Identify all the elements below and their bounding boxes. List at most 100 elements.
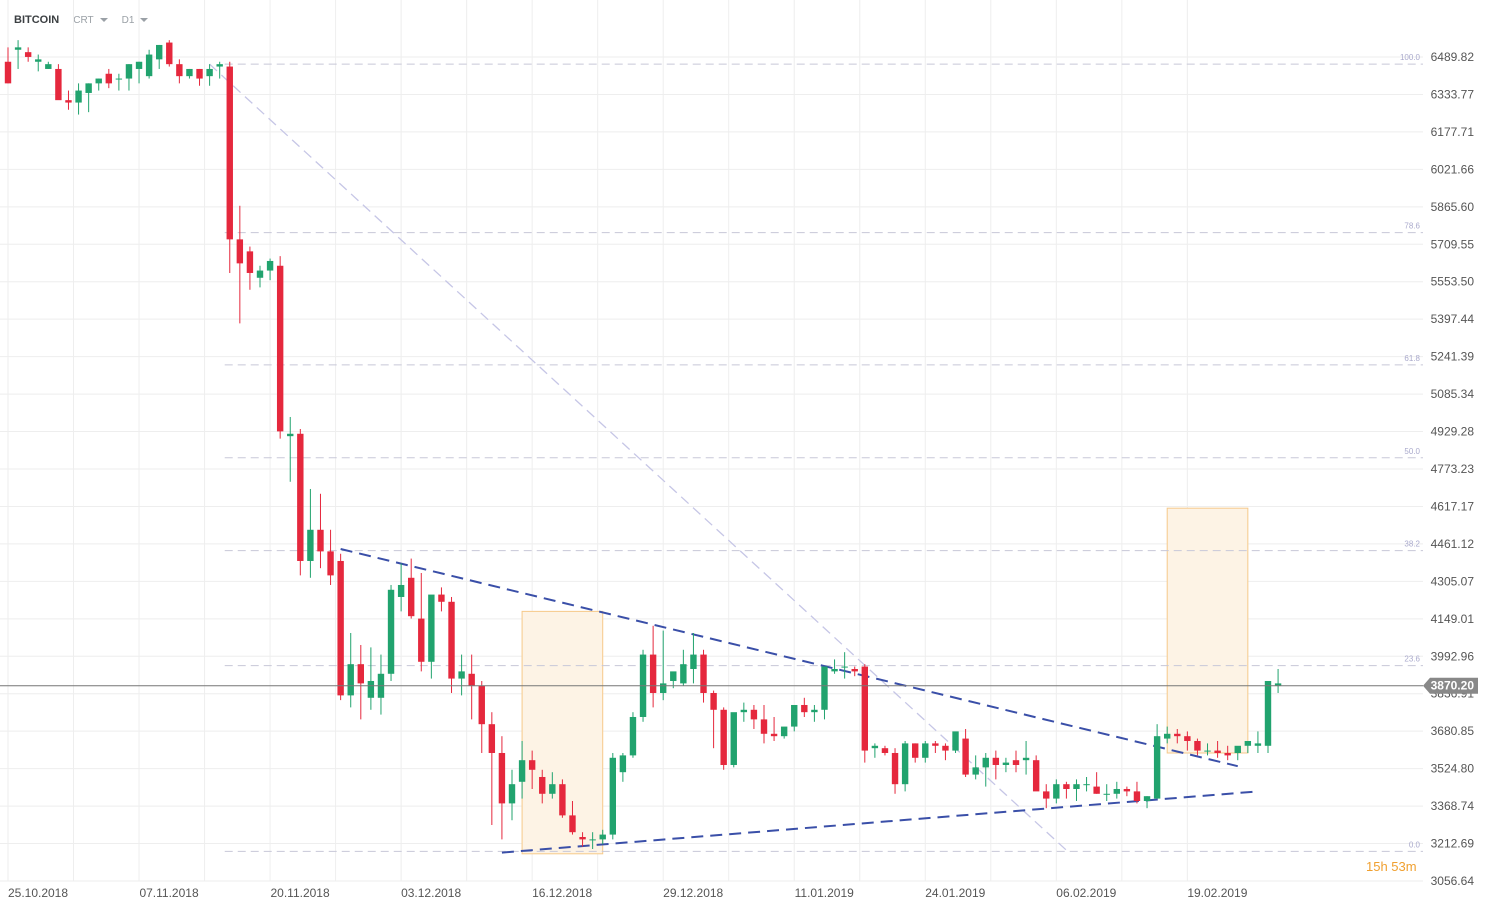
candle[interactable]	[186, 68, 193, 79]
candle[interactable]	[458, 654, 465, 696]
candle[interactable]	[65, 90, 72, 110]
candle[interactable]	[1274, 668, 1282, 693]
candle[interactable]	[1032, 755, 1040, 792]
candle[interactable]	[1264, 680, 1272, 753]
candle[interactable]	[337, 553, 344, 701]
candle[interactable]	[418, 572, 425, 672]
candle[interactable]	[881, 745, 889, 756]
candle[interactable]	[700, 649, 707, 703]
candle[interactable]	[962, 728, 969, 777]
candle[interactable]	[1123, 786, 1131, 797]
candle[interactable]	[851, 666, 858, 677]
candle[interactable]	[912, 743, 919, 763]
candle[interactable]	[317, 493, 324, 569]
candle[interactable]	[740, 702, 748, 722]
candle[interactable]	[891, 748, 899, 794]
candle[interactable]	[156, 44, 163, 69]
candle[interactable]	[1002, 757, 1010, 773]
candle[interactable]	[660, 630, 667, 701]
candle[interactable]	[1103, 784, 1110, 801]
candle[interactable]	[1224, 745, 1231, 761]
candle[interactable]	[327, 529, 334, 585]
candle[interactable]	[871, 743, 879, 758]
candle[interactable]	[45, 61, 52, 69]
candle[interactable]	[1244, 740, 1252, 753]
candle[interactable]	[428, 594, 435, 679]
candle[interactable]	[266, 258, 274, 281]
candle[interactable]	[1043, 784, 1050, 809]
candle[interactable]	[307, 488, 314, 578]
candle[interactable]	[831, 659, 838, 674]
candle[interactable]	[1174, 728, 1181, 744]
candle[interactable]	[1083, 776, 1090, 792]
candle[interactable]	[256, 265, 264, 288]
candle[interactable]	[236, 205, 244, 324]
candle[interactable]	[982, 752, 989, 787]
candle[interactable]	[287, 416, 294, 482]
candle[interactable]	[1113, 781, 1120, 799]
candle[interactable]	[1093, 772, 1100, 794]
candle[interactable]	[95, 78, 102, 91]
support-trendline[interactable]	[501, 790, 1259, 854]
candle[interactable]	[1153, 724, 1161, 799]
candle[interactable]	[680, 649, 687, 686]
candle[interactable]	[135, 61, 143, 84]
candle[interactable]	[972, 755, 979, 780]
candle[interactable]	[539, 769, 546, 804]
candle[interactable]	[397, 563, 405, 612]
candle[interactable]	[4, 47, 12, 84]
candle[interactable]	[811, 704, 818, 722]
candle[interactable]	[125, 64, 133, 91]
candle[interactable]	[599, 829, 606, 845]
candle[interactable]	[559, 779, 566, 818]
candle[interactable]	[750, 704, 758, 729]
candle[interactable]	[1184, 731, 1191, 751]
candle[interactable]	[589, 832, 596, 849]
candle[interactable]	[357, 644, 364, 720]
candle[interactable]	[75, 83, 82, 115]
candle[interactable]	[609, 752, 616, 840]
candle[interactable]	[770, 716, 778, 741]
candle[interactable]	[468, 654, 475, 720]
candle[interactable]	[1234, 745, 1241, 761]
candle[interactable]	[206, 64, 213, 86]
candle[interactable]	[841, 652, 848, 679]
candle[interactable]	[579, 832, 586, 847]
candle[interactable]	[1194, 738, 1201, 756]
candle[interactable]	[216, 61, 223, 79]
candle[interactable]	[176, 59, 183, 84]
candle[interactable]	[791, 704, 798, 732]
candle[interactable]	[549, 772, 556, 799]
candle[interactable]	[932, 740, 939, 753]
candle[interactable]	[105, 68, 112, 89]
candle[interactable]	[922, 740, 929, 763]
timeframe-dropdown[interactable]: D1	[122, 15, 149, 26]
candle[interactable]	[14, 40, 22, 69]
candle[interactable]	[629, 712, 637, 758]
candle[interactable]	[508, 769, 516, 821]
candle[interactable]	[55, 64, 62, 101]
candle[interactable]	[367, 647, 375, 710]
candle[interactable]	[478, 680, 485, 753]
candle[interactable]	[246, 246, 254, 290]
candle[interactable]	[569, 800, 576, 835]
candle[interactable]	[801, 697, 808, 717]
candle[interactable]	[861, 664, 868, 763]
candle[interactable]	[498, 736, 506, 840]
resistance-trendline[interactable]	[340, 548, 1238, 768]
candle[interactable]	[780, 726, 788, 739]
candle[interactable]	[821, 666, 828, 720]
candle[interactable]	[1022, 740, 1030, 775]
candle[interactable]	[115, 73, 123, 91]
candle[interactable]	[488, 712, 496, 825]
candle[interactable]	[992, 750, 1000, 780]
candle[interactable]	[942, 743, 949, 761]
candle[interactable]	[408, 558, 415, 619]
candle[interactable]	[730, 712, 737, 768]
candle[interactable]	[85, 83, 92, 113]
candle[interactable]	[518, 740, 526, 799]
candle[interactable]	[720, 707, 727, 770]
candle[interactable]	[1012, 750, 1020, 773]
candle[interactable]	[528, 750, 536, 789]
candle[interactable]	[760, 704, 768, 744]
